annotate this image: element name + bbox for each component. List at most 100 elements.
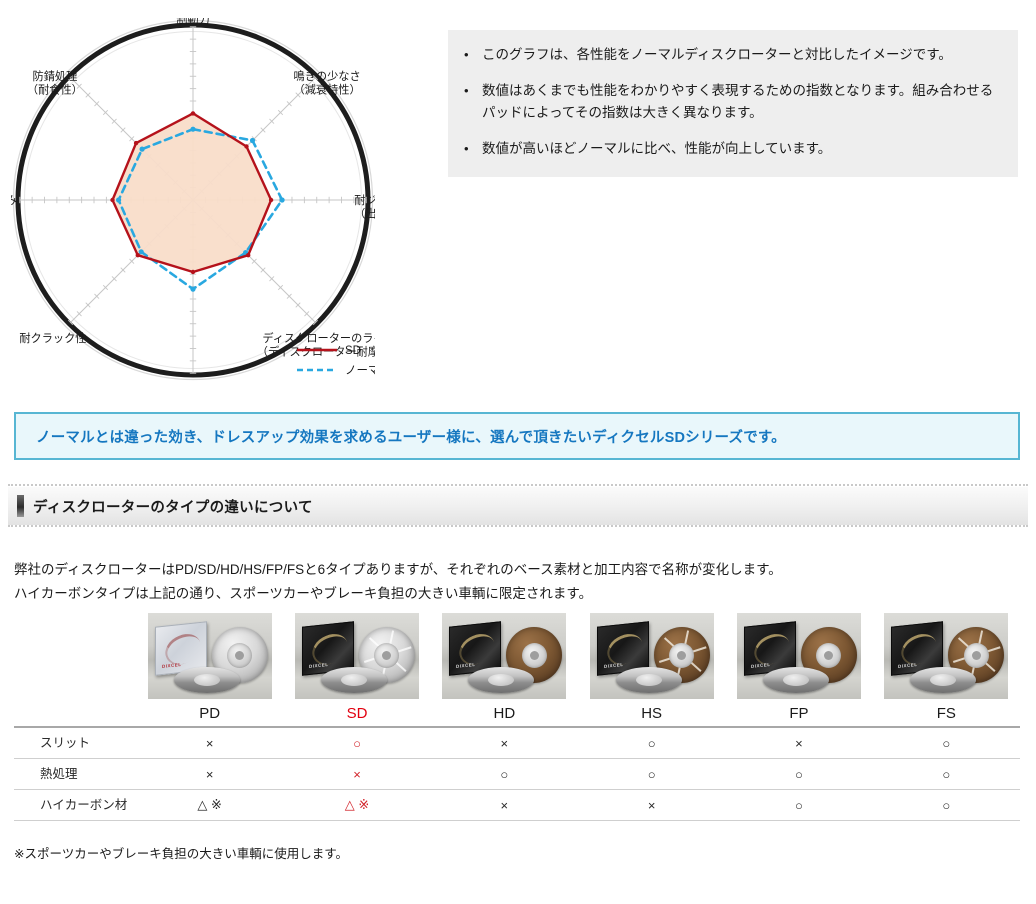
radar-tick [85, 92, 91, 98]
table-cell: △ ※ [283, 789, 431, 821]
radar-axis-label-distortion: 耐ひずみ [11, 194, 17, 207]
rotor-disc-rear [506, 627, 563, 683]
product-photo-hd: DIXCEL [442, 613, 567, 699]
product-photo-cell: DIXCEL [725, 612, 872, 700]
notes-panel: • このグラフは、各性能をノーマルディスクローターと対比したイメージです。 • 数値は… [448, 30, 1018, 178]
rotor-disc-front [615, 667, 682, 693]
radar-data-point [190, 111, 196, 116]
rotor-front-hub [488, 674, 515, 686]
radar-tick [269, 118, 275, 124]
rotor-disc-front [320, 667, 387, 693]
table-cell: × [577, 789, 726, 821]
table-cell: × [136, 758, 284, 790]
product-code-hd: HD [430, 700, 578, 728]
radar-tick [76, 83, 82, 89]
radar-tick [286, 101, 292, 107]
brand-logo-mark: DIXCEL [308, 661, 329, 669]
row-label: ハイカーボン材 [14, 789, 136, 821]
radar-tick [85, 302, 91, 308]
table-body: スリット × ○ × ○ × ○ 熱処理 × × ○ ○ ○ ○ ハイカーボン材 △ ※ △ ※ × × ○ ○ [14, 727, 1020, 821]
rotor-hub [669, 642, 695, 668]
rotor-front-hub [930, 674, 957, 686]
spec-mark: ○ [942, 735, 951, 751]
radar-tick [251, 258, 257, 264]
product-photo-fp: DIXCEL [736, 613, 861, 699]
radar-tick [295, 302, 301, 308]
table-cell: × [430, 727, 578, 759]
rotor-hub [374, 642, 400, 668]
spec-mark: △ ※ [197, 797, 222, 812]
table-row: 熱処理 × × ○ ○ ○ ○ [14, 758, 1020, 790]
radar-tick [129, 136, 135, 142]
radar-axis-label-rotor-life: ディスクローターのライフ（ディスクローター耐摩耗） [257, 331, 375, 359]
brand-logo-mark: DIXCEL [161, 661, 182, 669]
spec-mark: × [795, 735, 803, 751]
radar-tick [67, 319, 74, 326]
spec-mark: ○ [353, 735, 361, 751]
note-text: 数値はあくまでも性能をわかりやすく表現するための指数となります。組み合わせるパッ… [482, 82, 994, 120]
radar-data-point [110, 197, 115, 203]
table-cell: ○ [872, 789, 1020, 821]
note-item: • 数値はあくまでも性能をわかりやすく表現するための指数となります。組み合わせるパ… [464, 80, 1002, 124]
product-photo-fs: DIXCEL [884, 613, 1009, 699]
radar-data-point [139, 146, 145, 152]
dotted-divider-bottom [8, 525, 1028, 528]
table-cell: × [136, 727, 284, 759]
spec-mark: × [353, 766, 361, 782]
radar-axis-label-noise: 鳴きの少なさ（減衰特性） [294, 69, 361, 97]
brand-logo-mark: DIXCEL [750, 661, 771, 669]
spec-mark: ○ [795, 797, 803, 813]
radar-tick [304, 83, 310, 89]
table-cell: ○ [725, 789, 873, 821]
rotor-disc-front [762, 667, 829, 693]
spec-mark: × [500, 797, 509, 813]
rotor-hub [816, 642, 842, 668]
rotor-front-hub [340, 674, 367, 686]
table-corner-cell [14, 612, 136, 700]
product-photo-pd: DIXCEL [147, 613, 272, 699]
rotor-hub [963, 642, 989, 668]
radar-data-point [116, 197, 122, 203]
section-title: ディスクローターのタイプの違いについて [33, 499, 313, 516]
product-code-hs: HS [577, 700, 726, 728]
table-cell: ○ [872, 727, 1020, 759]
product-photo-hs: DIXCEL [589, 613, 714, 699]
radar-series-sd-points [110, 111, 274, 275]
body-copy-line-2: ハイカーボンタイプは上記の通り、スポーツカーやブレーキ負担の大きい車輌に限定され… [14, 585, 593, 601]
brand-logo-mark: DIXCEL [603, 661, 624, 669]
banner-text: ノーマルとは違った効き、ドレスアップ効果を求めるユーザー様に、選んで頂きたいディ… [36, 429, 786, 446]
rotor-disc-front [173, 667, 240, 693]
radar-series-sd-area [112, 113, 272, 273]
rotor-outer-ring [15, 22, 371, 378]
spec-mark: × [205, 766, 214, 782]
spec-mark: × [500, 735, 509, 751]
rotor-disc-front [468, 667, 535, 693]
spec-mark: △ ※ [344, 797, 370, 812]
bullet-icon: • [464, 140, 469, 156]
radar-tick [312, 74, 319, 81]
radar-axis-label-crack: 耐クラック性 [19, 331, 86, 345]
table-cell: × [725, 727, 873, 759]
radar-data-point [279, 197, 285, 203]
table-cell: △ ※ [136, 789, 284, 821]
radar-tick [295, 92, 301, 98]
product-photo-cell: DIXCEL [431, 612, 578, 700]
brand-logo-mark: DIXCEL [456, 661, 476, 669]
table-cell: ○ [577, 727, 726, 759]
table-row: ハイカーボン材 △ ※ △ ※ × × ○ ○ [14, 789, 1020, 821]
rotor-outer-edge-ring [12, 19, 374, 381]
chart-legend: SD ノーマル [297, 345, 375, 377]
footnote: ※スポーツカーやブレーキ負担の大きい車輌に使用します。 [14, 847, 348, 861]
bullet-icon: • [464, 47, 469, 62]
radar-axis-label-braking: 制動力 [176, 18, 210, 26]
table-cell: ○ [577, 758, 726, 790]
radar-data-point [249, 137, 256, 144]
radar-data-point [190, 286, 196, 292]
dotted-divider-top [8, 484, 1028, 487]
spec-mark: ○ [942, 797, 951, 813]
radar-tick [277, 284, 284, 291]
spec-mark: × [205, 735, 214, 751]
rotor-front-hub [635, 674, 662, 686]
